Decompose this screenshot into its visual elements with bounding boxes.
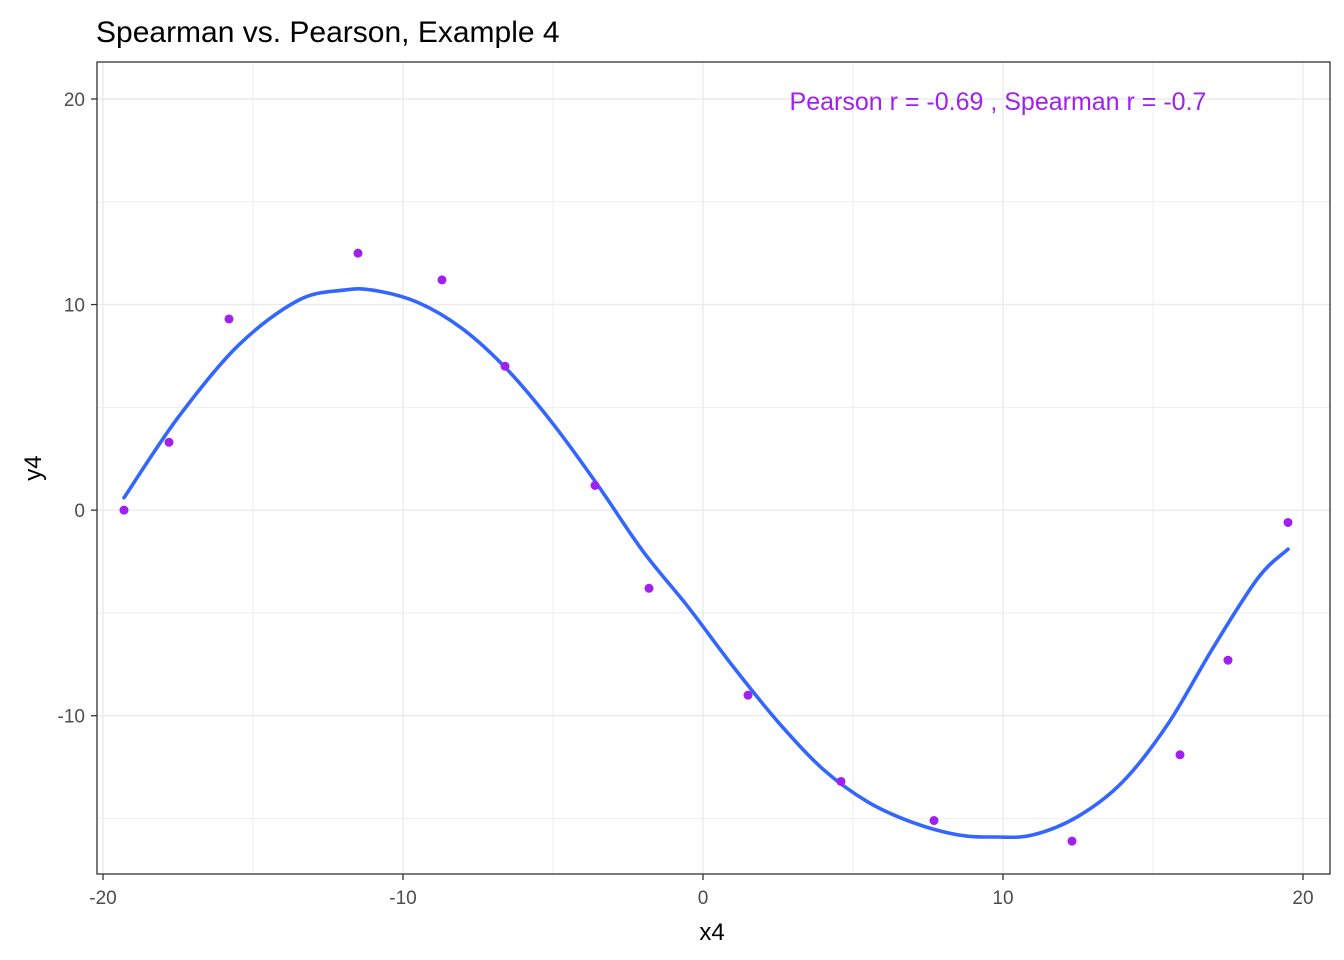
- data-point: [353, 248, 363, 258]
- data-point: [743, 690, 753, 700]
- data-point: [500, 361, 510, 371]
- data-point: [836, 776, 846, 786]
- y-tick-label: 20: [64, 90, 85, 111]
- x-tick-label: -20: [89, 888, 116, 909]
- x-tick-label: 0: [698, 888, 709, 909]
- data-point: [164, 437, 174, 447]
- y-tick-label: 0: [74, 501, 85, 522]
- data-point: [1175, 750, 1185, 760]
- data-point: [437, 275, 447, 285]
- x-axis-label: x4: [699, 919, 724, 946]
- data-point: [1283, 517, 1293, 527]
- data-point: [590, 480, 600, 490]
- y-tick-label: 10: [64, 296, 85, 317]
- y-axis-label: y4: [20, 455, 47, 480]
- y-tick-label: -10: [58, 707, 85, 728]
- data-point: [1223, 655, 1233, 665]
- y-axis: -10 0 10 20: [58, 90, 97, 728]
- data-point: [929, 816, 939, 826]
- data-point: [1067, 836, 1077, 846]
- smooth-line: [122, 286, 1290, 840]
- major-gridlines: [97, 62, 1330, 874]
- data-point: [644, 583, 654, 593]
- x-tick-label: 10: [992, 888, 1013, 909]
- minor-gridlines: [97, 62, 1330, 874]
- chart-title: Spearman vs. Pearson, Example 4: [96, 16, 560, 49]
- x-axis: -20 -10 0 10 20: [89, 874, 1314, 909]
- correlation-annotation: Pearson r = -0.69 , Spearman r = -0.7: [790, 88, 1207, 116]
- data-point: [119, 505, 129, 515]
- panel-border: [96, 61, 1331, 875]
- data-marks: [119, 248, 1293, 846]
- data-point: [224, 314, 234, 324]
- x-tick-label: 20: [1292, 888, 1313, 909]
- x-tick-label: -10: [389, 888, 416, 909]
